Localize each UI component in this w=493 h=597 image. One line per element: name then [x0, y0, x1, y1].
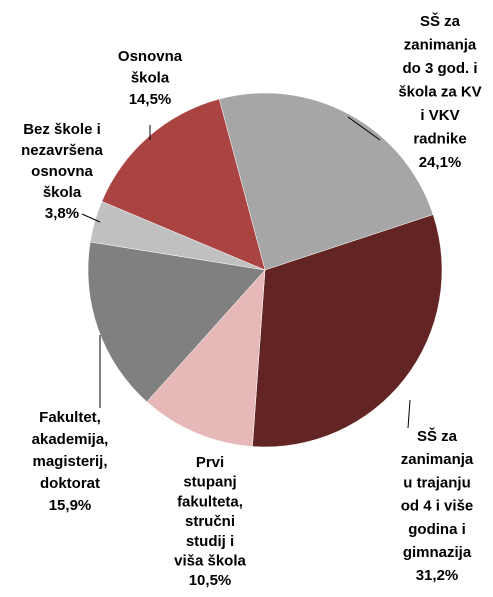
pie-slice: [146, 269, 266, 447]
slice-label: Bez škole i nezavršena osnovna škola: [21, 121, 103, 201]
label-line: Fakultet,: [39, 409, 101, 426]
label-line: SŠ za: [417, 427, 458, 445]
label-line: škola za KV: [398, 83, 481, 100]
label-line: SŠ za: [420, 12, 461, 30]
slice-label: SŠ za zanimanja do 3 god. i škola za KV i VK…: [398, 12, 481, 148]
label-line: stupanj: [183, 474, 236, 491]
label-line: akademija,: [32, 431, 109, 448]
label-line: Bez škole i: [23, 121, 101, 138]
slice-label: Fakultet, akademija, magisterij, doktorat: [32, 409, 109, 492]
pie-slice: [87, 241, 266, 403]
slice-label: Osnovna škola: [118, 48, 183, 87]
value-label: 24,1%: [419, 154, 462, 171]
label-line: Osnovna: [118, 48, 183, 65]
label-line: od 4 i više: [401, 498, 474, 515]
label-line: osnovna: [31, 163, 93, 180]
label-line: u trajanju: [403, 474, 471, 491]
label-line: magisterij,: [32, 453, 107, 470]
leader-line: [81, 213, 101, 223]
label-line: zanimanja: [401, 451, 474, 468]
label-line: doktorat: [40, 475, 100, 492]
label-line: godina i: [408, 521, 466, 538]
value-label: 31,2%: [416, 567, 459, 584]
label-line: stručni: [185, 513, 235, 530]
label-line: studij i: [186, 533, 234, 550]
label-line: fakulteta,: [177, 493, 243, 510]
label-line: škola: [131, 69, 170, 86]
slice-label: Prvi stupanj fakulteta, stručni studij i viša…: [174, 454, 246, 570]
pie-slice: [218, 92, 434, 271]
pie-slice: [252, 214, 443, 448]
label-line: do 3 god. i: [403, 60, 478, 77]
value-label: 3,8%: [45, 205, 79, 222]
label-line: radnike: [413, 130, 466, 147]
label-line: gimnazija: [403, 544, 472, 561]
leader-line: [407, 399, 411, 429]
slice-label: SŠ za zanimanja u trajanju od 4 i više godin…: [401, 427, 474, 561]
value-label: 10,5%: [189, 572, 232, 589]
leader-line: [347, 116, 381, 141]
pie-slice: [101, 98, 266, 271]
label-line: i VKV: [420, 107, 459, 124]
label-line: zanimanja: [404, 36, 477, 53]
value-label: 14,5%: [129, 91, 172, 108]
label-line: škola: [43, 184, 82, 201]
value-label: 15,9%: [49, 497, 92, 514]
label-line: Prvi: [196, 454, 224, 471]
label-line: nezavršena: [21, 142, 103, 159]
label-line: viša škola: [174, 552, 246, 569]
